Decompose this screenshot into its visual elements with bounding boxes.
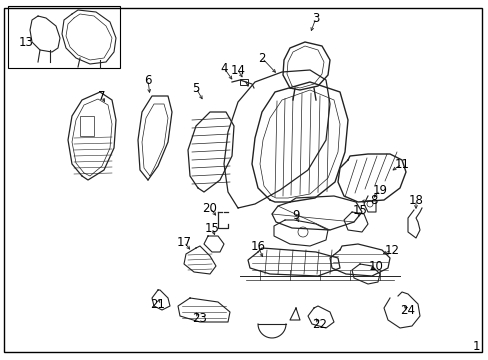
Text: 22: 22: [312, 318, 327, 330]
Text: 3: 3: [312, 12, 319, 24]
Text: 21: 21: [150, 297, 165, 310]
Bar: [8, 6, 120, 68]
Text: 18: 18: [408, 194, 423, 207]
Text: 5: 5: [192, 81, 199, 95]
Text: 12: 12: [384, 243, 399, 256]
Text: 6: 6: [144, 73, 151, 86]
Text: 17: 17: [176, 235, 191, 248]
Bar: [240, 79, 247, 85]
Text: 2: 2: [258, 51, 265, 64]
Text: 11: 11: [394, 158, 408, 171]
Text: 15: 15: [352, 203, 366, 216]
Text: 19: 19: [372, 184, 386, 197]
Text: 20: 20: [202, 202, 217, 215]
Text: 16: 16: [250, 239, 265, 252]
Text: 23: 23: [192, 311, 207, 324]
Text: 10: 10: [368, 260, 383, 273]
Text: 4: 4: [220, 62, 227, 75]
Text: 13: 13: [19, 36, 33, 49]
Text: 7: 7: [98, 90, 105, 103]
Text: 24: 24: [400, 303, 415, 316]
Text: 9: 9: [292, 208, 299, 221]
Text: 15: 15: [204, 221, 219, 234]
Text: 14: 14: [230, 63, 245, 77]
Bar: [80, 116, 94, 136]
Text: 8: 8: [369, 194, 377, 207]
Text: 1: 1: [471, 339, 479, 352]
